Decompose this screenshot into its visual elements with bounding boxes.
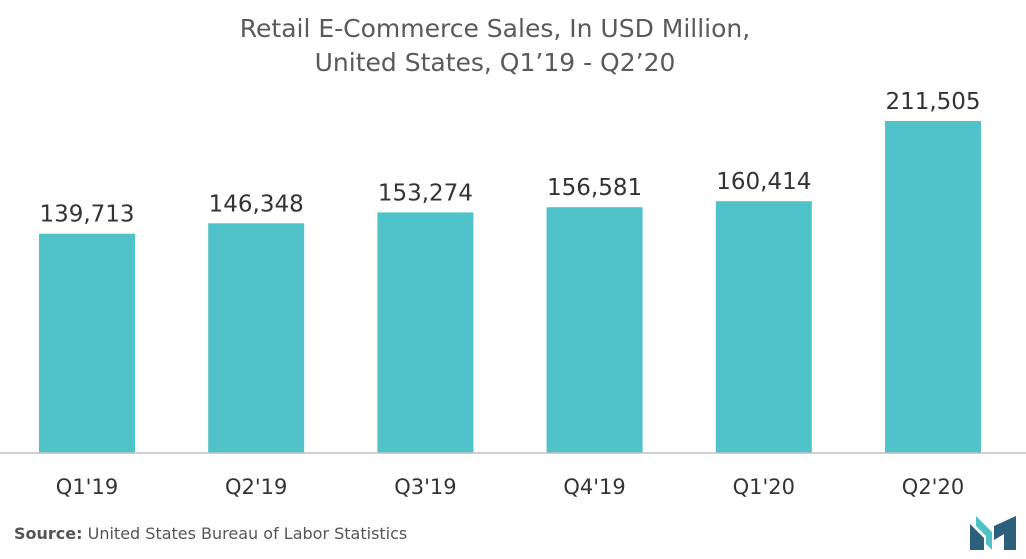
chart-title-line-1: Retail E-Commerce Sales, In USD Million, <box>240 14 750 43</box>
logo-right-stroke <box>994 516 1016 550</box>
x-tick-label-Q120: Q1'20 <box>733 475 795 499</box>
mordor-intelligence-logo-icon <box>970 516 1016 550</box>
bar-Q119 <box>39 233 135 453</box>
value-label-Q120: 160,414 <box>716 169 811 195</box>
value-label-Q119: 139,713 <box>39 202 134 228</box>
bar-Q419 <box>546 207 643 453</box>
chart-title: Retail E-Commerce Sales, In USD Million,… <box>240 14 750 77</box>
x-tick-label-Q419: Q4'19 <box>563 475 625 499</box>
bar-Q219 <box>208 223 305 453</box>
value-label-Q220: 211,505 <box>885 89 980 115</box>
value-labels: 139,713 146,348 153,274 156,581 160,414 211,5… <box>39 89 980 228</box>
source-label: Source: <box>14 524 83 543</box>
x-tick-label-Q319: Q3'19 <box>394 475 456 499</box>
logo-middle-stroke <box>976 516 992 550</box>
x-tick-label-Q219: Q2'19 <box>225 475 287 499</box>
x-tick-label-Q220: Q2'20 <box>902 475 964 499</box>
bar-Q120 <box>715 201 812 453</box>
bars <box>39 121 981 453</box>
source-text: United States Bureau of Labor Statistics <box>87 524 408 543</box>
x-tick-labels: Q1'19 Q2'19 Q3'19 Q4'19 Q1'20 Q2'20 <box>56 475 964 499</box>
chart-title-line-2: United States, Q1’19 - Q2’20 <box>315 48 676 77</box>
source-note: Source: United States Bureau of Labor St… <box>14 524 407 543</box>
logo-left-stroke <box>970 524 984 550</box>
value-label-Q419: 156,581 <box>547 175 642 201</box>
value-label-Q219: 146,348 <box>209 191 304 217</box>
value-label-Q319: 153,274 <box>378 180 473 206</box>
bar-Q319 <box>377 212 474 453</box>
x-tick-label-Q119: Q1'19 <box>56 475 118 499</box>
bar-Q220 <box>885 121 981 453</box>
